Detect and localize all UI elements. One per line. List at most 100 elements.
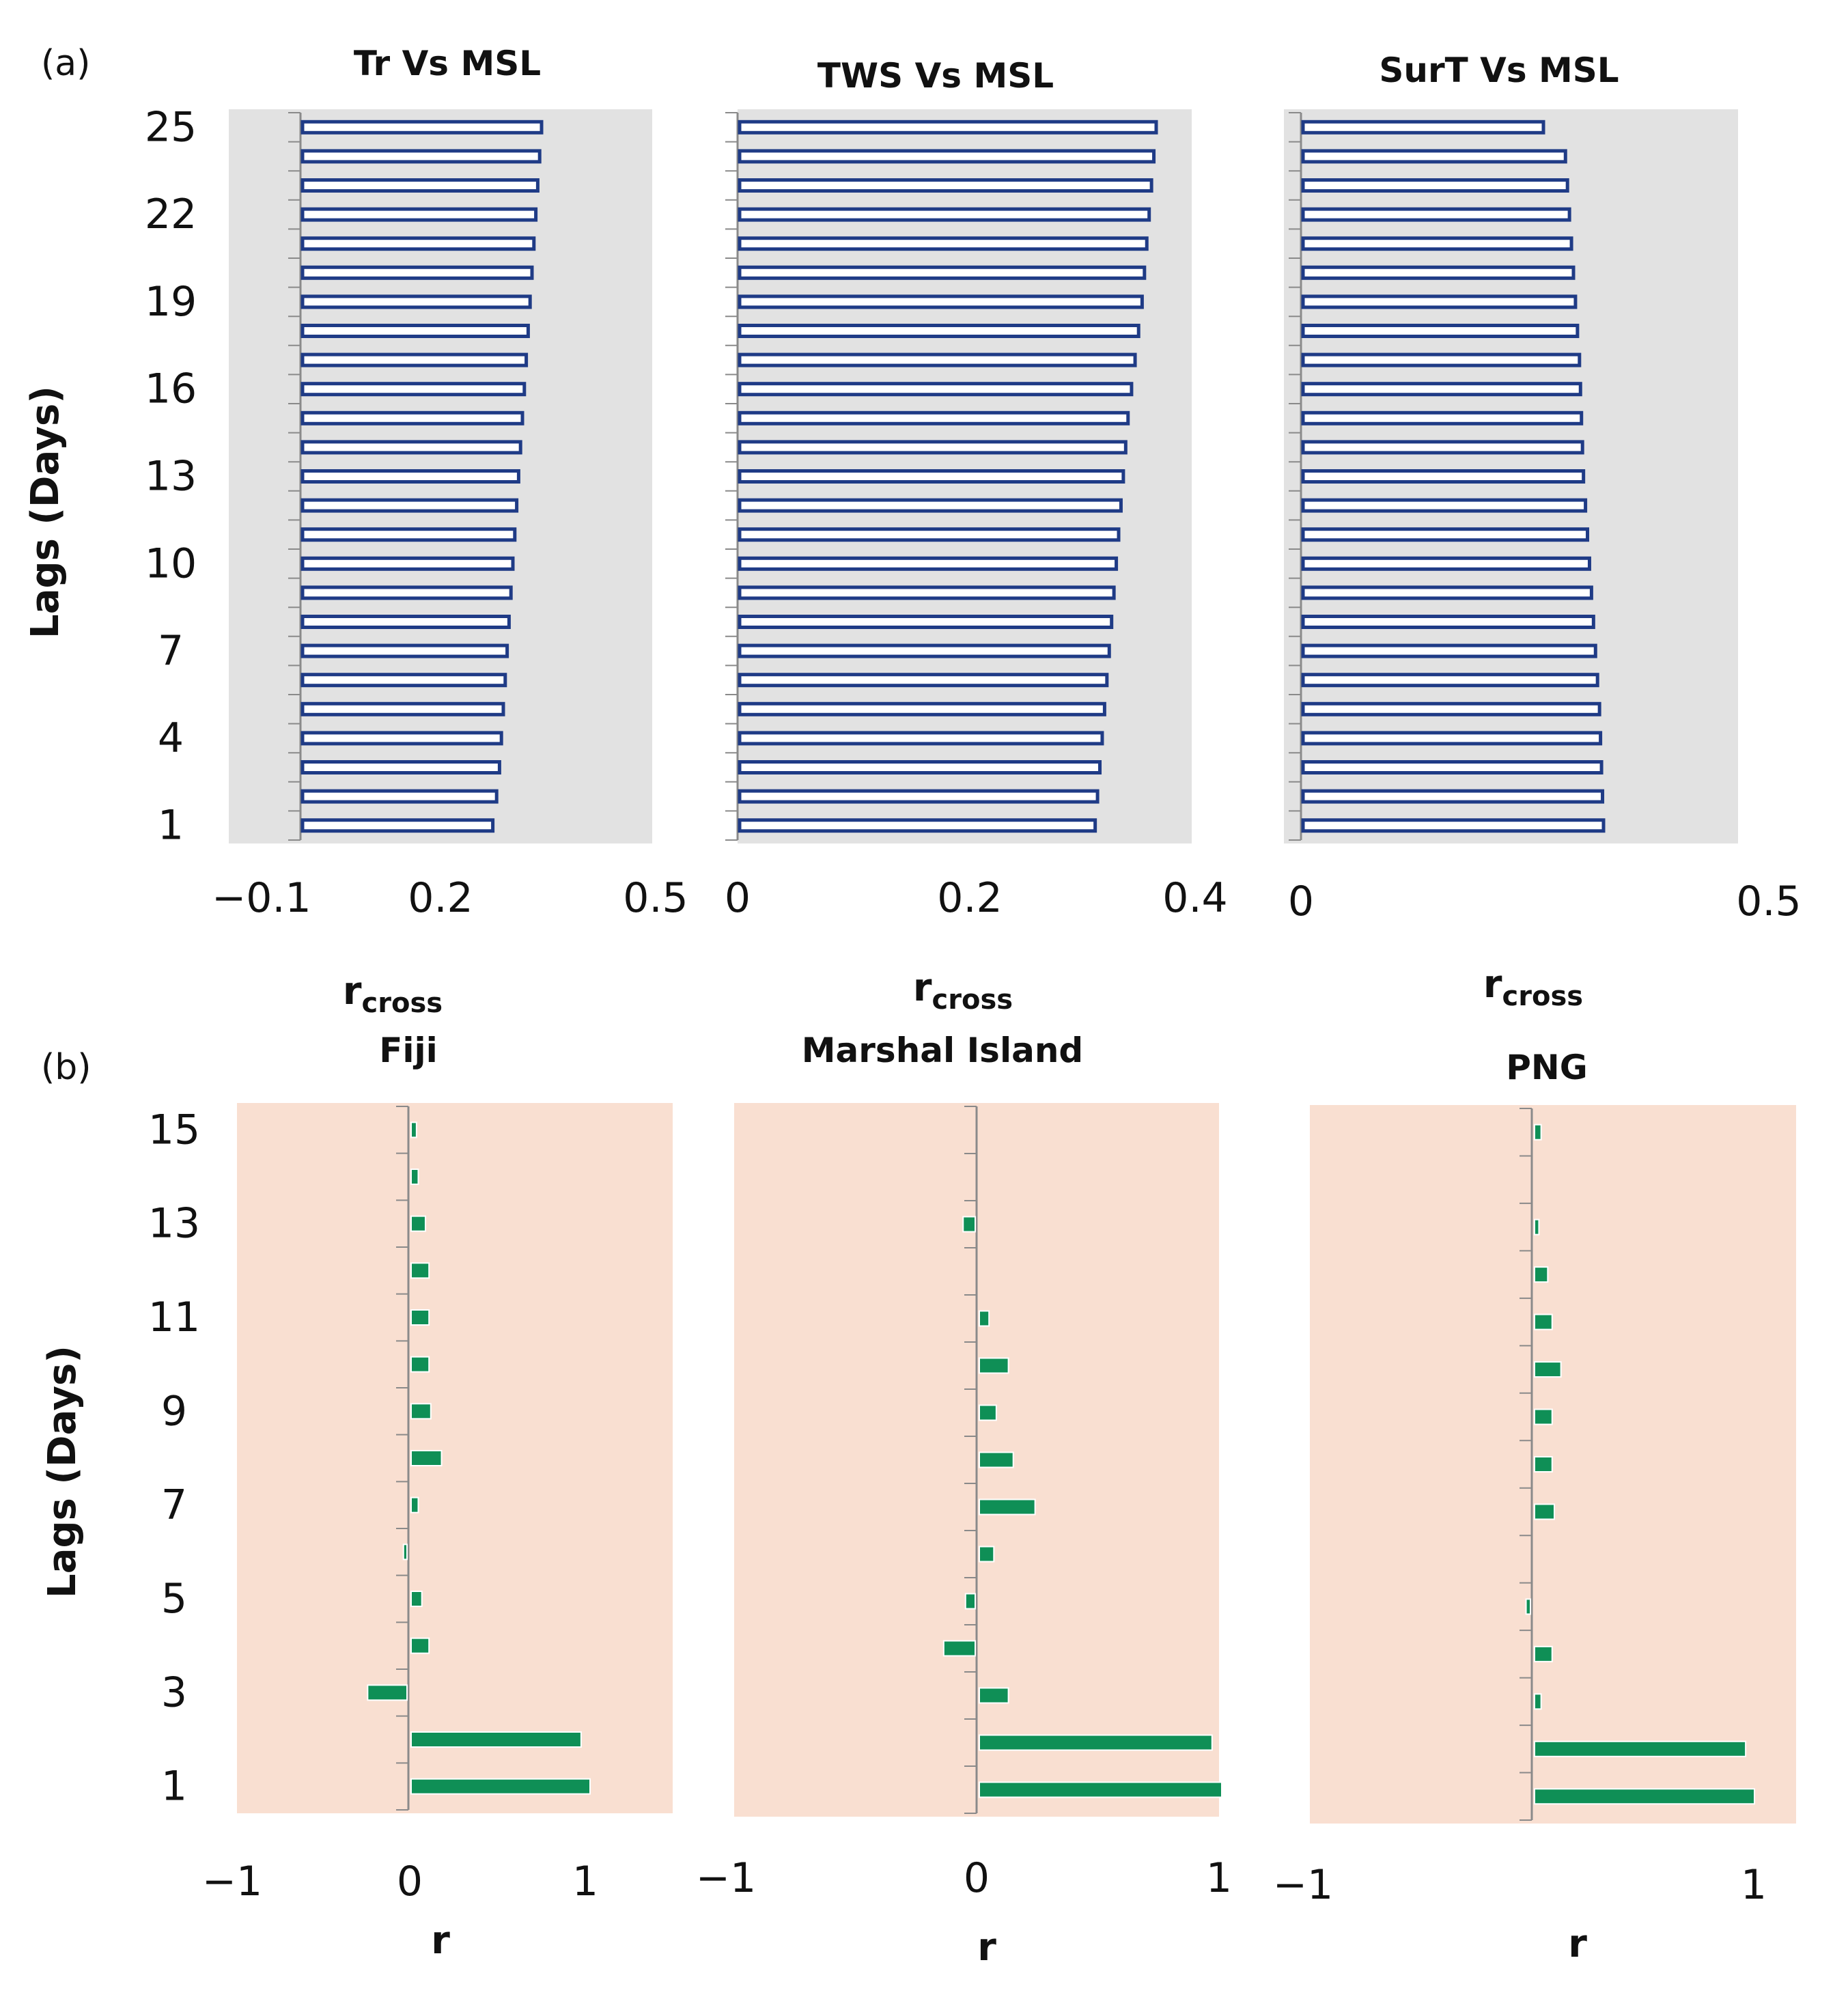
bar-lag-13: [1301, 469, 1586, 484]
chart-title: Marshal Island: [802, 1031, 1083, 1070]
bar-lag-3: [1534, 1693, 1542, 1710]
bar-lag-20: [738, 265, 1147, 280]
bar-lag-20: [1301, 265, 1576, 280]
x-tick-label: 0.4: [1162, 874, 1227, 922]
bar-lag-8: [300, 615, 511, 629]
bar-lag-1: [1534, 1788, 1755, 1805]
bar-lag-3: [738, 760, 1102, 774]
chart-tr-vs-msl: Tr Vs MSL −0.1 0.2 0.5 rcross 25 22 19 16 13 10 7 4 1…: [23, 44, 688, 1019]
y-tick-label: 5: [161, 1575, 187, 1623]
chart-tws-vs-msl: TWS Vs MSL 0 0.2 0.4 rcross: [725, 56, 1228, 1016]
bar-lag-8: [738, 615, 1114, 629]
bar-lag-13: [962, 1216, 976, 1233]
bar-lag-3: [979, 1687, 1009, 1704]
bar-lag-9: [300, 585, 513, 600]
bar-lag-24: [1301, 149, 1567, 164]
bar-lag-19: [738, 294, 1144, 309]
bar-lag-13: [1534, 1218, 1540, 1235]
bar-lag-25: [1301, 120, 1545, 135]
bar-lag-19: [300, 294, 532, 309]
x-tick-label: 0.2: [937, 874, 1002, 922]
bar-lag-18: [300, 324, 530, 338]
bar-lag-4: [410, 1637, 430, 1654]
bar-lag-24: [300, 149, 542, 164]
bar-lag-18: [1301, 324, 1580, 338]
y-tick-label: 1: [158, 802, 184, 850]
bar-lag-2: [979, 1734, 1213, 1751]
bar-lag-7: [300, 643, 509, 658]
bar-lag-17: [738, 352, 1137, 367]
bar-lag-7: [738, 643, 1111, 658]
bar-lag-5: [1525, 1598, 1532, 1615]
bar-lag-10: [738, 556, 1119, 571]
bar-lag-10: [1301, 556, 1591, 571]
bar-lag-8: [979, 1451, 1014, 1468]
bar-lag-23: [1301, 178, 1569, 193]
bar-lag-25: [738, 120, 1158, 135]
x-tick-label: 0: [964, 1854, 990, 1902]
bar-lag-11: [1534, 1313, 1553, 1330]
panel-b-label: (b): [41, 1047, 92, 1088]
bar-lag-15: [1301, 410, 1584, 425]
y-tick-label: 13: [148, 1200, 200, 1248]
chart-title: Fiji: [379, 1031, 438, 1070]
chart-title: Tr Vs MSL: [354, 44, 541, 83]
bar-lag-14: [410, 1169, 419, 1185]
bar-lag-2: [300, 789, 499, 804]
y-tick-label: 10: [145, 540, 197, 587]
y-tick-label: 22: [145, 191, 197, 238]
x-tick-label: 0: [1288, 878, 1314, 925]
bar-lag-22: [300, 207, 538, 222]
bar-lag-5: [964, 1593, 977, 1610]
y-axis-label: Lags (Days): [40, 1345, 85, 1598]
x-tick-label: −0.1: [212, 874, 311, 922]
plot-background: [237, 1103, 673, 1813]
x-axis-label: rcross: [913, 966, 1013, 1016]
bar-lag-13: [738, 469, 1125, 484]
bar-lag-10: [979, 1357, 1009, 1374]
bar-lag-6: [402, 1544, 408, 1561]
y-tick-label: 11: [148, 1294, 200, 1341]
x-tick-label: 0: [725, 874, 751, 922]
y-tick-label: 13: [145, 453, 197, 501]
bar-lag-11: [738, 527, 1121, 542]
bar-lag-13: [410, 1215, 426, 1232]
bar-lag-5: [410, 1591, 423, 1607]
x-tick-label: 0.5: [1736, 878, 1801, 925]
bar-lag-8: [1301, 615, 1595, 629]
bar-lag-11: [979, 1310, 990, 1327]
bar-lag-4: [738, 731, 1104, 746]
chart-fiji: Fiji −1 0 1 r 15 13 11 9 7 5 3 1 Lags (Days): [40, 1031, 673, 1963]
bar-lag-2: [1534, 1740, 1747, 1757]
bar-lag-20: [300, 265, 534, 280]
bar-lag-2: [738, 789, 1100, 804]
bar-lag-3: [367, 1684, 408, 1701]
bar-lag-23: [300, 178, 540, 193]
bar-lag-9: [410, 1403, 432, 1420]
bar-lag-22: [1301, 207, 1571, 222]
x-tick-label: 1: [1741, 1861, 1767, 1909]
bar-lag-17: [1301, 352, 1582, 367]
bar-lag-10: [1534, 1361, 1562, 1378]
bar-lag-14: [1301, 440, 1584, 455]
bar-lag-9: [1301, 585, 1593, 600]
bar-lag-15: [410, 1121, 417, 1139]
bar-lag-5: [738, 701, 1106, 716]
bar-lag-3: [1301, 760, 1604, 774]
bar-lag-5: [300, 701, 505, 716]
bar-lag-3: [300, 760, 501, 774]
bar-lag-4: [1534, 1645, 1553, 1662]
bar-lag-21: [300, 236, 536, 251]
y-tick-label: 15: [148, 1106, 200, 1154]
chart-png: PNG −1 1 r: [1273, 1048, 1796, 1966]
y-tick-label: 19: [145, 278, 197, 326]
bar-lag-13: [300, 469, 520, 484]
plot-background: [1310, 1105, 1796, 1824]
bar-lag-14: [738, 440, 1128, 455]
chart-title: SurT Vs MSL: [1379, 51, 1619, 90]
bar-lag-6: [738, 673, 1109, 688]
bar-lag-12: [738, 498, 1123, 513]
bar-lag-1: [410, 1778, 591, 1795]
bar-lag-10: [300, 556, 515, 571]
bar-lag-11: [410, 1309, 430, 1326]
